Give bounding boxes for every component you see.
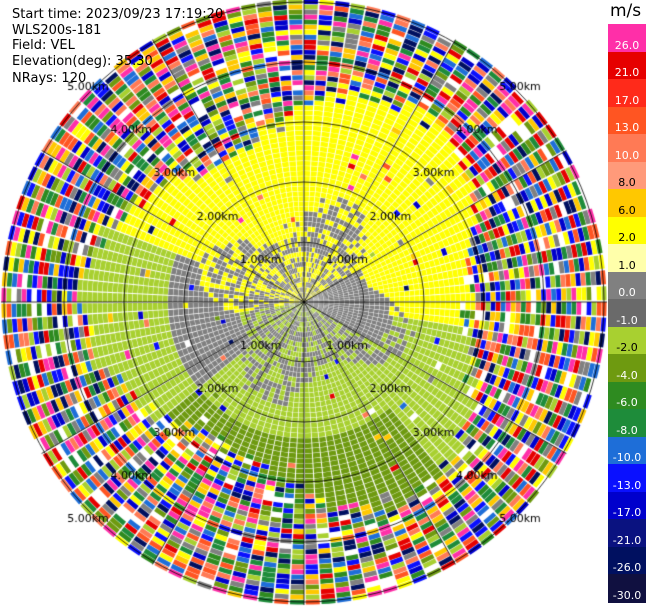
colorbar-segment	[608, 354, 646, 383]
nrays-label: NRays: 120	[12, 71, 87, 86]
colorbar-unit-label: m/s	[610, 1, 642, 21]
colorbar-tick-label: 17.0	[614, 93, 640, 107]
colorbar-tick-label: -30.0	[612, 589, 642, 602]
velocity-colorbar: 26.0 21.0 17.0 13.0 10.0 8.0 6.0 2.0 1.0 0.0 -1.0 -…	[608, 24, 646, 603]
colorbar-segment	[608, 106, 646, 135]
colorbar-segment	[608, 216, 646, 245]
colorbar-tick-label: 6.0	[618, 203, 636, 217]
colorbar-tick-label: -4.0	[616, 368, 638, 382]
colorbar-segment	[608, 491, 646, 520]
colorbar-segment	[608, 381, 646, 410]
colorbar-tick-label: -8.0	[616, 423, 638, 437]
colorbar-segment	[608, 79, 646, 108]
start-time-label: Start time: 2023/09/23 17:19:20	[12, 7, 224, 22]
colorbar-segment	[608, 299, 646, 328]
colorbar-tick-label: 13.0	[614, 121, 640, 135]
colorbar-tick-label: -1.0	[616, 313, 638, 327]
colorbar-segment	[608, 409, 646, 438]
instrument-label: WLS200s-181	[12, 23, 102, 38]
colorbar-segment	[608, 161, 646, 190]
colorbar-tick-label: -13.0	[612, 478, 642, 492]
colorbar-tick-label: -6.0	[616, 396, 638, 410]
colorbar-segment	[608, 134, 646, 163]
colorbar-tick-label: -21.0	[612, 533, 642, 547]
colorbar-segment	[608, 24, 646, 53]
colorbar-tick-label: 8.0	[618, 176, 636, 190]
field-label: Field: VEL	[12, 38, 75, 53]
elevation-label: Elevation(deg): 35.30	[12, 54, 153, 69]
colorbar-segment	[608, 244, 646, 273]
colorbar-tick-label: -2.0	[616, 341, 638, 355]
colorbar-segment	[608, 51, 646, 80]
colorbar-tick-label: 26.0	[614, 38, 640, 52]
colorbar-segment	[608, 326, 646, 355]
colorbar-segment	[608, 271, 646, 300]
colorbar-tick-label: 21.0	[614, 66, 640, 80]
colorbar-tick-label: 1.0	[618, 258, 636, 272]
colorbar-segment	[608, 546, 646, 576]
colorbar-segment	[608, 464, 646, 493]
colorbar-segment	[608, 574, 646, 603]
colorbar-tick-label: -26.0	[612, 561, 642, 575]
colorbar-segment	[608, 189, 646, 218]
colorbar-tick-label: -10.0	[612, 451, 642, 465]
colorbar-segment	[608, 519, 646, 548]
colorbar-tick-label: 10.0	[614, 148, 640, 162]
colorbar-tick-label: 0.0	[618, 286, 636, 300]
colorbar-segment	[608, 436, 646, 465]
colorbar-tick-label: 2.0	[618, 231, 636, 245]
colorbar-tick-label: -17.0	[612, 506, 642, 520]
